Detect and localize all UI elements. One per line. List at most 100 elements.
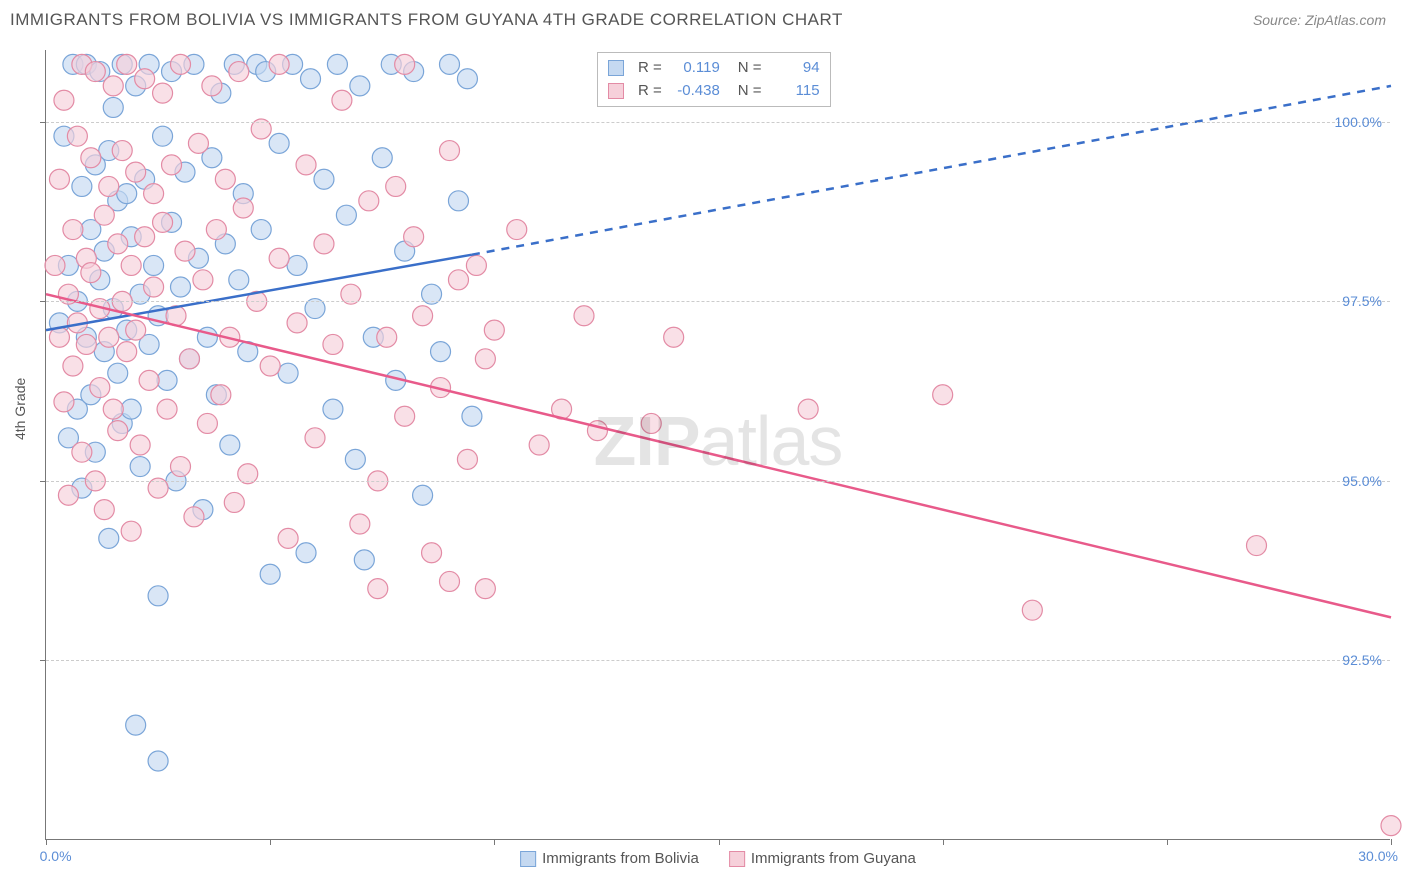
x-tick-mark bbox=[270, 839, 271, 845]
source-attribution: Source: ZipAtlas.com bbox=[1253, 12, 1386, 28]
x-tick-mark bbox=[719, 839, 720, 845]
scatter-point bbox=[184, 507, 204, 527]
y-tick-label: 100.0% bbox=[1335, 114, 1382, 130]
scatter-point bbox=[224, 492, 244, 512]
scatter-point bbox=[395, 54, 415, 74]
scatter-point bbox=[457, 69, 477, 89]
scatter-point bbox=[395, 406, 415, 426]
scatter-point bbox=[260, 356, 280, 376]
scatter-point bbox=[278, 363, 298, 383]
x-tick-mark bbox=[46, 839, 47, 845]
scatter-point bbox=[121, 255, 141, 275]
scatter-point bbox=[1381, 816, 1401, 836]
stats-legend-box: R = 0.119 N = 94R =-0.438N =115 bbox=[597, 52, 831, 107]
scatter-point bbox=[103, 76, 123, 96]
stats-N-label: N = bbox=[738, 57, 762, 80]
scatter-point bbox=[229, 62, 249, 82]
scatter-point bbox=[206, 220, 226, 240]
stats-swatch bbox=[608, 60, 624, 76]
scatter-point bbox=[457, 449, 477, 469]
scatter-point bbox=[287, 255, 307, 275]
scatter-point bbox=[121, 399, 141, 419]
scatter-point bbox=[121, 521, 141, 541]
scatter-point bbox=[507, 220, 527, 240]
scatter-point bbox=[153, 126, 173, 146]
stats-N-value: 94 bbox=[770, 57, 820, 80]
scatter-point bbox=[108, 363, 128, 383]
scatter-point bbox=[529, 435, 549, 455]
scatter-point bbox=[126, 320, 146, 340]
scatter-point bbox=[484, 320, 504, 340]
scatter-point bbox=[350, 514, 370, 534]
scatter-point bbox=[126, 162, 146, 182]
x-tick-mark bbox=[943, 839, 944, 845]
scatter-point bbox=[135, 227, 155, 247]
regression-line-dashed bbox=[472, 86, 1391, 255]
scatter-point bbox=[162, 155, 182, 175]
legend-swatch bbox=[729, 851, 745, 867]
scatter-point bbox=[587, 421, 607, 441]
regression-line-solid bbox=[46, 294, 1391, 617]
scatter-point bbox=[144, 255, 164, 275]
legend-item: Immigrants from Bolivia bbox=[520, 850, 699, 867]
chart-plot-area: ZIPatlas R =0.119N =94R =-0.438N =115 Im… bbox=[45, 50, 1390, 840]
scatter-point bbox=[372, 148, 392, 168]
scatter-point bbox=[179, 349, 199, 369]
scatter-point bbox=[72, 442, 92, 462]
scatter-point bbox=[81, 148, 101, 168]
x-tick-min: 0.0% bbox=[40, 848, 72, 864]
scatter-point bbox=[171, 457, 191, 477]
scatter-point bbox=[345, 449, 365, 469]
scatter-point bbox=[148, 586, 168, 606]
scatter-point bbox=[144, 277, 164, 297]
scatter-point bbox=[359, 191, 379, 211]
scatter-point bbox=[1022, 600, 1042, 620]
scatter-point bbox=[323, 334, 343, 354]
scatter-point bbox=[63, 356, 83, 376]
scatter-point bbox=[440, 54, 460, 74]
x-tick-mark bbox=[1391, 839, 1392, 845]
legend-label: Immigrants from Bolivia bbox=[542, 850, 699, 867]
stats-R-label: R = bbox=[638, 57, 662, 80]
stats-row: R = 0.119 N = 94 bbox=[608, 57, 820, 80]
y-tick-mark bbox=[40, 481, 46, 482]
scatter-point bbox=[157, 399, 177, 419]
scatter-point bbox=[45, 255, 65, 275]
scatter-point bbox=[327, 54, 347, 74]
scatter-point bbox=[171, 277, 191, 297]
scatter-point bbox=[431, 342, 451, 362]
gridline-h bbox=[46, 301, 1390, 302]
scatter-point bbox=[153, 212, 173, 232]
legend-item: Immigrants from Guyana bbox=[729, 850, 916, 867]
scatter-point bbox=[144, 184, 164, 204]
scatter-point bbox=[49, 327, 69, 347]
scatter-point bbox=[296, 155, 316, 175]
scatter-point bbox=[413, 485, 433, 505]
scatter-point bbox=[188, 133, 208, 153]
scatter-point bbox=[229, 270, 249, 290]
scatter-point bbox=[157, 370, 177, 390]
scatter-point bbox=[193, 270, 213, 290]
x-tick-mark bbox=[494, 839, 495, 845]
scatter-point bbox=[94, 205, 114, 225]
scatter-point bbox=[462, 406, 482, 426]
scatter-point bbox=[305, 428, 325, 448]
bottom-legend: Immigrants from Bolivia Immigrants from G… bbox=[520, 850, 916, 867]
scatter-point bbox=[798, 399, 818, 419]
scatter-point bbox=[81, 263, 101, 283]
scatter-point bbox=[103, 97, 123, 117]
scatter-point bbox=[332, 90, 352, 110]
stats-row: R =-0.438N =115 bbox=[608, 80, 820, 103]
scatter-point bbox=[413, 306, 433, 326]
scatter-point bbox=[269, 248, 289, 268]
stats-R-label: R = bbox=[638, 80, 662, 103]
scatter-point bbox=[448, 270, 468, 290]
stats-R-value: 0.119 bbox=[670, 57, 720, 80]
gridline-h bbox=[46, 122, 1390, 123]
scatter-point bbox=[323, 399, 343, 419]
scatter-point bbox=[301, 69, 321, 89]
scatter-point bbox=[63, 220, 83, 240]
scatter-point bbox=[287, 313, 307, 333]
scatter-point bbox=[466, 255, 486, 275]
scatter-point bbox=[94, 500, 114, 520]
